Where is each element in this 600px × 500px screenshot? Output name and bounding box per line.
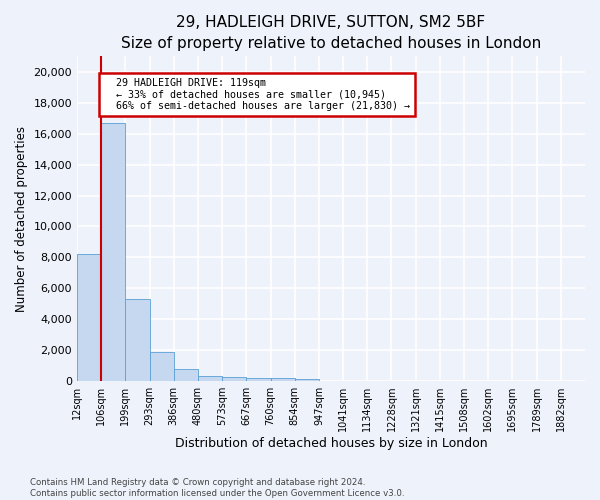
Bar xyxy=(149,352,174,381)
Bar xyxy=(295,379,319,381)
Bar xyxy=(77,254,101,381)
Title: 29, HADLEIGH DRIVE, SUTTON, SM2 5BF
Size of property relative to detached houses: 29, HADLEIGH DRIVE, SUTTON, SM2 5BF Size… xyxy=(121,15,541,51)
Bar xyxy=(101,123,125,381)
Text: Contains HM Land Registry data © Crown copyright and database right 2024.
Contai: Contains HM Land Registry data © Crown c… xyxy=(30,478,404,498)
X-axis label: Distribution of detached houses by size in London: Distribution of detached houses by size … xyxy=(175,437,487,450)
Bar xyxy=(174,370,198,381)
Bar xyxy=(125,299,149,381)
Text: 29 HADLEIGH DRIVE: 119sqm
  ← 33% of detached houses are smaller (10,945)
  66% : 29 HADLEIGH DRIVE: 119sqm ← 33% of detac… xyxy=(104,78,410,111)
Bar xyxy=(247,378,271,381)
Bar xyxy=(271,378,295,381)
Bar xyxy=(222,377,247,381)
Y-axis label: Number of detached properties: Number of detached properties xyxy=(15,126,28,312)
Bar xyxy=(198,376,222,381)
